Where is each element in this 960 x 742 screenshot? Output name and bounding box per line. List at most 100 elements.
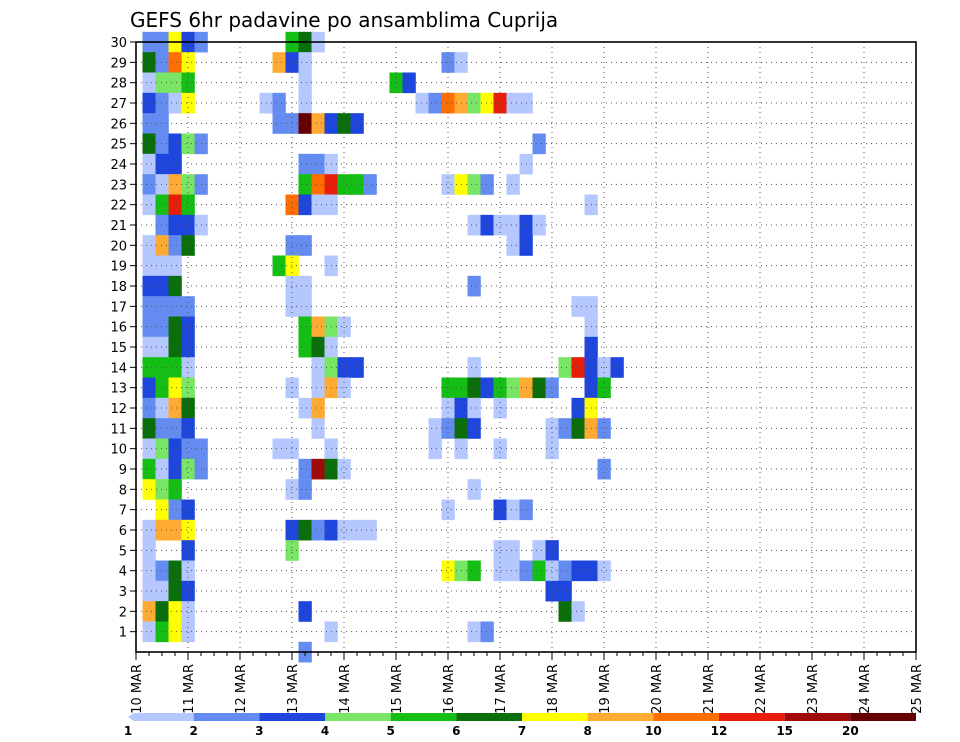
heatmap-cell bbox=[142, 92, 156, 114]
heatmap-cell bbox=[168, 52, 182, 73]
colorbar-label: 5 bbox=[386, 724, 394, 738]
heatmap-cell bbox=[545, 438, 559, 460]
colorbar-swatch bbox=[325, 713, 391, 721]
x-tick-label: 24 MAR bbox=[858, 664, 873, 714]
heatmap-cell bbox=[532, 133, 546, 155]
heatmap-cell bbox=[155, 397, 169, 419]
heatmap-cell bbox=[441, 174, 455, 195]
heatmap-cell bbox=[168, 560, 182, 582]
heatmap-cell bbox=[493, 397, 507, 419]
heatmap-cell bbox=[181, 580, 195, 602]
y-tick-label: 16 bbox=[110, 321, 127, 336]
heatmap-cell bbox=[298, 397, 312, 419]
heatmap-cell bbox=[467, 397, 481, 419]
y-tick-label: 18 bbox=[110, 280, 127, 295]
heatmap-cell bbox=[168, 92, 182, 114]
heatmap-cell bbox=[298, 113, 312, 134]
heatmap-cell bbox=[181, 458, 195, 480]
heatmap-cell bbox=[155, 601, 169, 622]
colorbar-label: 15 bbox=[776, 724, 793, 738]
heatmap-cell bbox=[402, 72, 416, 94]
heatmap-cell bbox=[467, 621, 481, 643]
y-tick-label: 2 bbox=[119, 605, 127, 620]
y-tick-label: 21 bbox=[110, 219, 127, 234]
y-tick-label: 8 bbox=[119, 483, 127, 498]
heatmap-cell bbox=[168, 580, 182, 602]
heatmap-cell bbox=[155, 621, 169, 643]
heatmap-cell bbox=[298, 479, 312, 500]
heatmap-cell bbox=[337, 113, 351, 134]
heatmap-cell bbox=[168, 418, 182, 439]
heatmap-cell bbox=[155, 52, 169, 73]
heatmap-cell bbox=[285, 540, 299, 561]
heatmap-cell bbox=[155, 336, 169, 358]
heatmap-cell bbox=[155, 296, 169, 317]
heatmap-cell bbox=[571, 357, 585, 378]
heatmap-cell bbox=[311, 316, 325, 338]
heatmap-cell bbox=[506, 174, 520, 195]
heatmap-cell bbox=[298, 316, 312, 338]
heatmap-cell bbox=[168, 153, 182, 175]
heatmap-cell bbox=[168, 438, 182, 460]
heatmap-cell bbox=[558, 418, 572, 439]
heatmap-cell bbox=[363, 174, 377, 195]
x-tick-label: 13 MAR bbox=[286, 664, 301, 714]
heatmap-cell bbox=[181, 601, 195, 622]
heatmap-cell bbox=[571, 418, 585, 439]
heatmap-cell bbox=[142, 194, 156, 216]
heatmap-cell bbox=[155, 214, 169, 236]
heatmap-cell bbox=[545, 540, 559, 561]
y-tick-label: 4 bbox=[119, 565, 127, 580]
heatmap-cell bbox=[415, 92, 429, 114]
heatmap-cell bbox=[545, 560, 559, 582]
heatmap-cell bbox=[337, 316, 351, 338]
heatmap-cell bbox=[571, 560, 585, 582]
heatmap-cell bbox=[506, 377, 520, 399]
heatmap-cell bbox=[168, 214, 182, 236]
y-tick-label: 6 bbox=[119, 524, 127, 539]
heatmap-cell bbox=[181, 92, 195, 114]
heatmap-cell bbox=[467, 560, 481, 582]
heatmap-cell bbox=[298, 235, 312, 256]
heatmap-cell bbox=[181, 438, 195, 460]
heatmap-cell bbox=[155, 194, 169, 216]
y-tick-label: 26 bbox=[110, 117, 127, 132]
heatmap-cell bbox=[181, 397, 195, 419]
colorbar-label: 20 bbox=[842, 724, 859, 738]
heatmap-cell bbox=[467, 377, 481, 399]
heatmap-cell bbox=[155, 92, 169, 114]
heatmap-cell bbox=[597, 458, 611, 480]
colorbar-label: 7 bbox=[518, 724, 526, 738]
heatmap-cell bbox=[181, 235, 195, 256]
heatmap-cell bbox=[493, 560, 507, 582]
heatmap-cell bbox=[142, 397, 156, 419]
colorbar-swatch bbox=[193, 713, 260, 721]
colorbar-swatch bbox=[719, 713, 785, 721]
heatmap-cell bbox=[311, 519, 325, 541]
heatmap-cell bbox=[610, 357, 624, 378]
colorbar-swatch bbox=[784, 713, 851, 721]
x-tick-label: 14 MAR bbox=[338, 664, 353, 714]
heatmap-cell bbox=[142, 153, 156, 175]
heatmap-cell bbox=[467, 357, 481, 378]
heatmap-cell bbox=[350, 519, 364, 541]
heatmap-cell bbox=[142, 336, 156, 358]
heatmap-cell bbox=[181, 499, 195, 521]
x-tick-label: 20 MAR bbox=[650, 664, 665, 714]
heatmap-cell bbox=[506, 214, 520, 236]
heatmap-cell bbox=[571, 601, 585, 622]
heatmap-cell bbox=[181, 519, 195, 541]
heatmap-cell bbox=[558, 357, 572, 378]
heatmap-cell bbox=[155, 133, 169, 155]
heatmap-cell bbox=[142, 113, 156, 134]
heatmap-cell bbox=[285, 296, 299, 317]
heatmap-cell bbox=[168, 397, 182, 419]
y-tick-label: 30 bbox=[110, 36, 127, 51]
heatmap-cell bbox=[168, 194, 182, 216]
heatmap-cell bbox=[142, 174, 156, 195]
colorbar-label: 2 bbox=[189, 724, 197, 738]
heatmap-cell bbox=[493, 214, 507, 236]
heatmap-cell bbox=[493, 92, 507, 114]
heatmap-cell bbox=[142, 316, 156, 338]
y-tick-label: 14 bbox=[110, 361, 127, 376]
